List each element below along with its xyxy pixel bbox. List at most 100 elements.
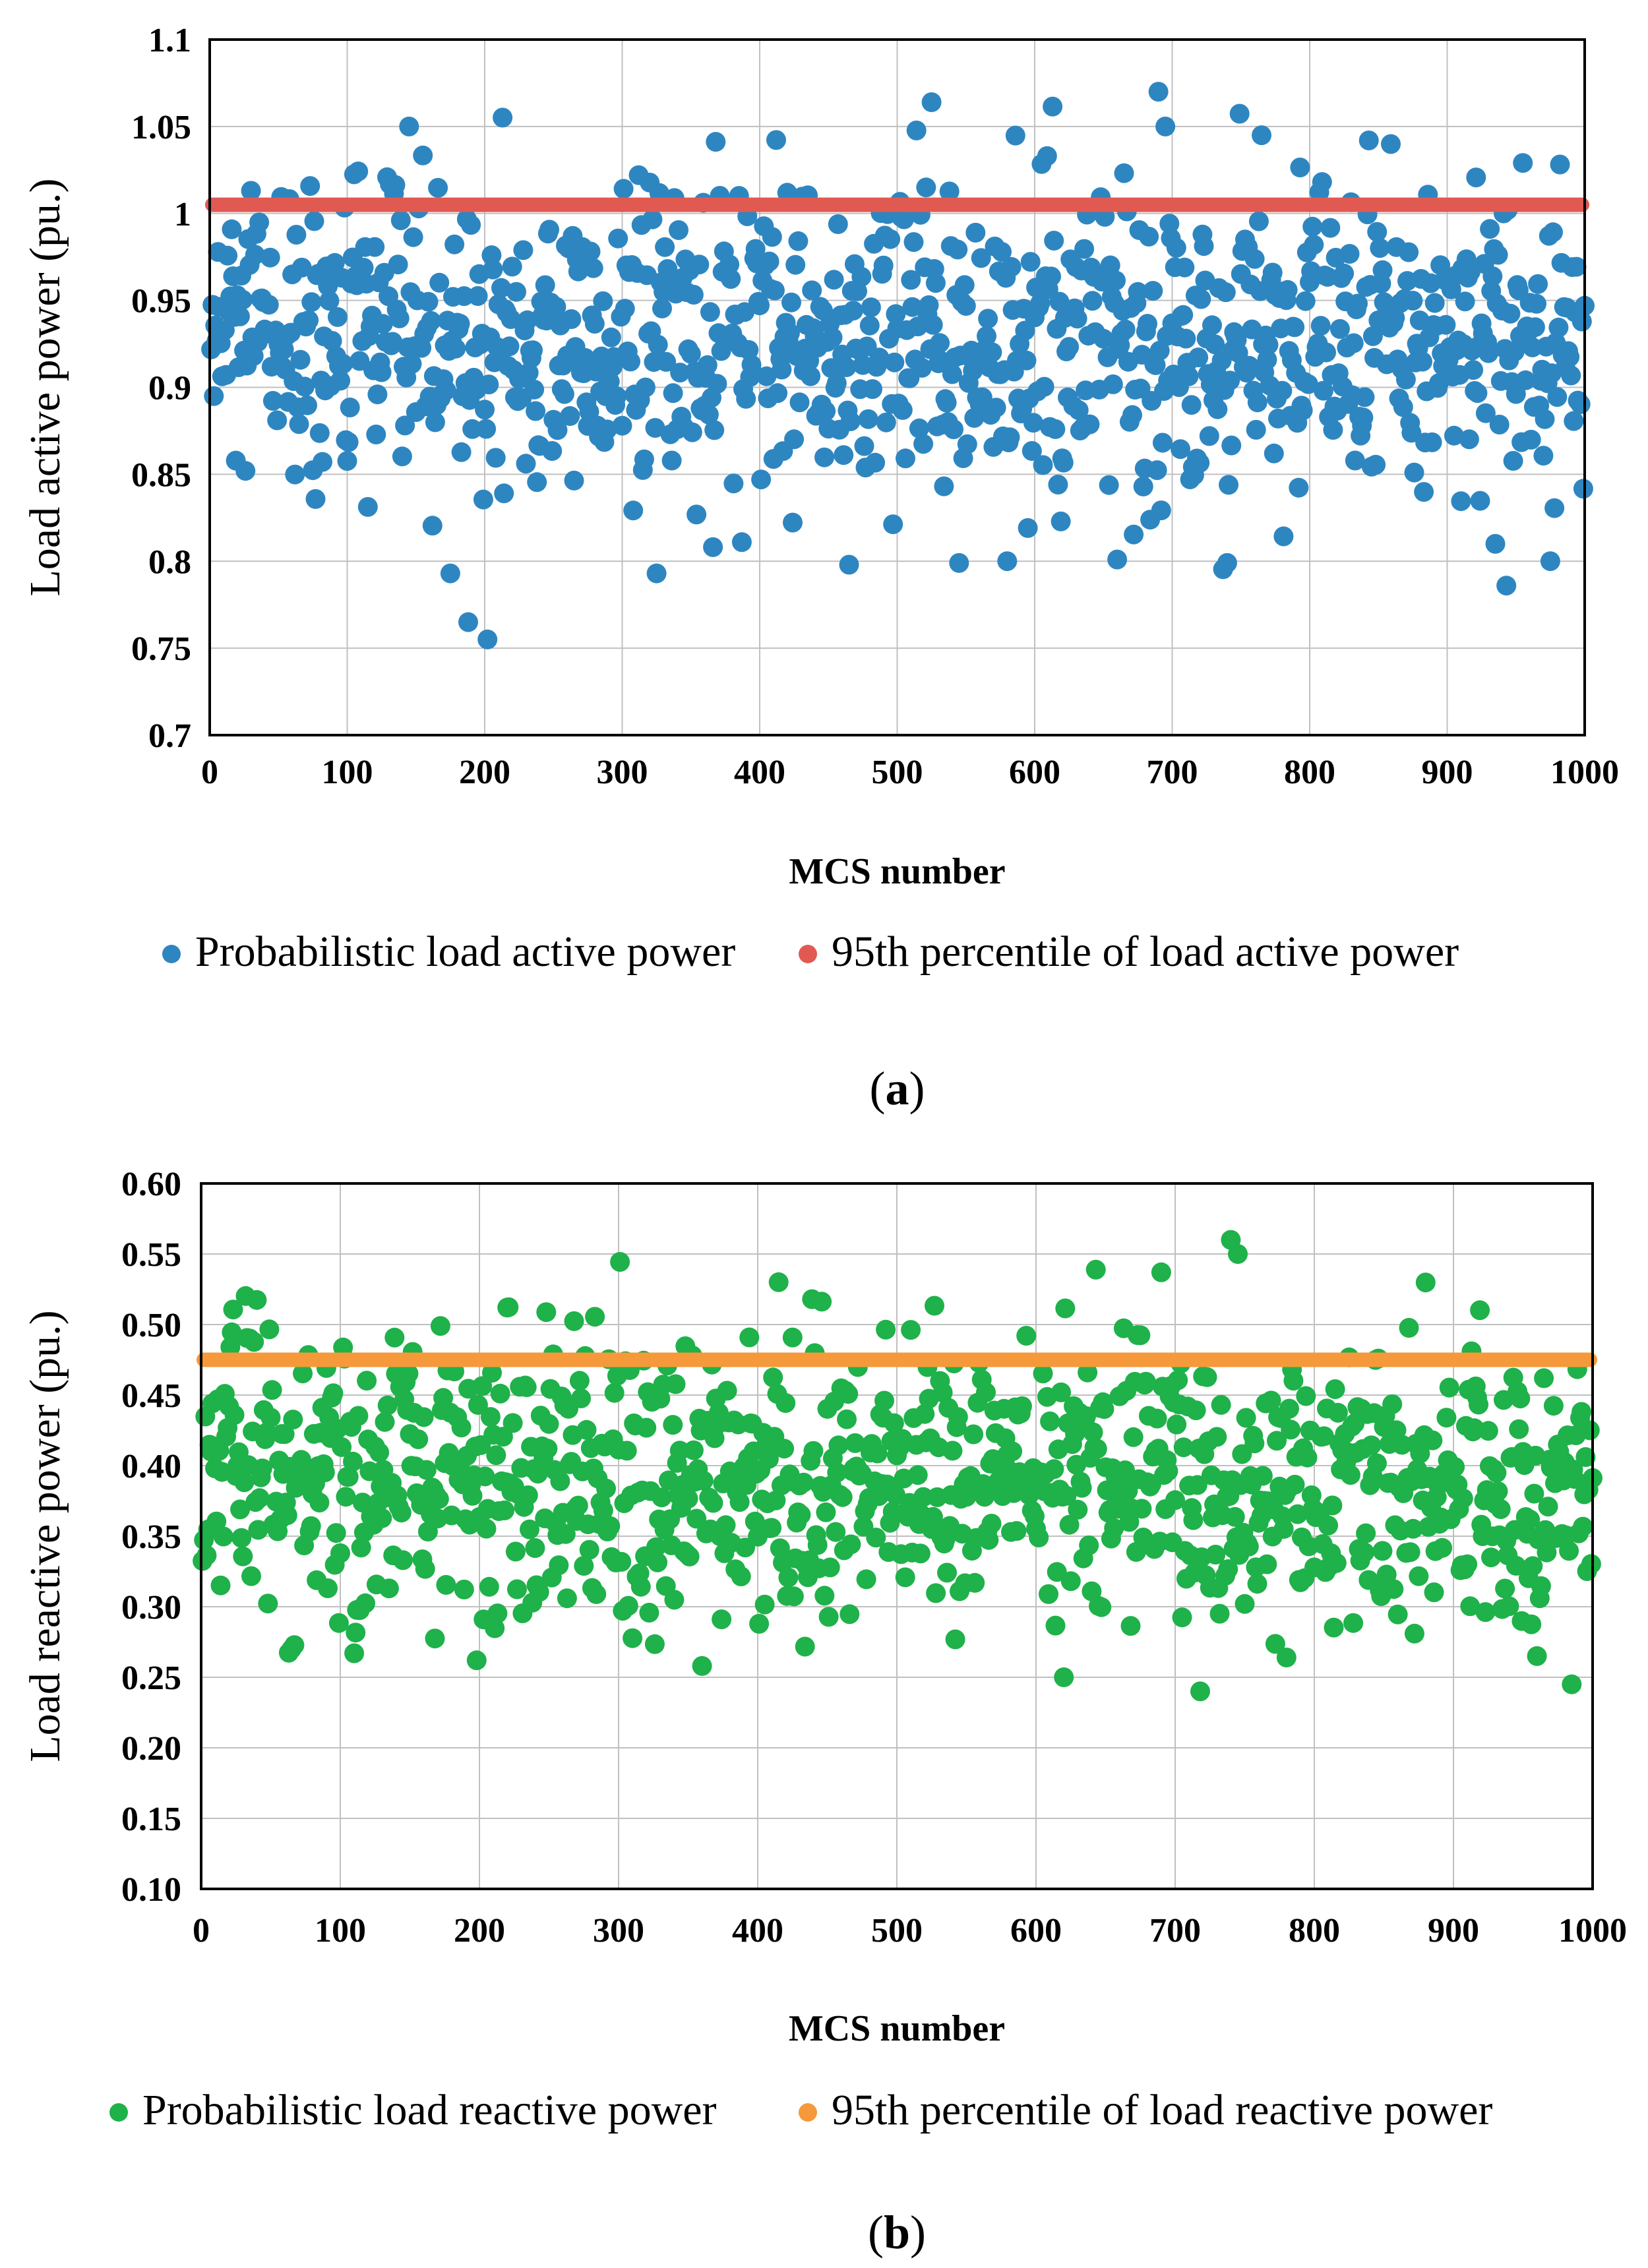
- data-point: [1340, 1465, 1360, 1485]
- data-point: [506, 282, 526, 302]
- data-point: [956, 296, 976, 316]
- data-point: [884, 352, 905, 373]
- data-point: [1207, 1427, 1227, 1447]
- data-point: [902, 297, 923, 317]
- data-point: [1404, 462, 1424, 483]
- data-point: [260, 1408, 281, 1428]
- data-point: [218, 245, 238, 266]
- y-tick-label: 0.15: [121, 1801, 181, 1838]
- plot-frame: [200, 1182, 1594, 1890]
- data-point: [371, 362, 392, 382]
- data-point: [576, 1419, 597, 1440]
- data-point: [388, 254, 408, 275]
- data-point: [739, 340, 759, 360]
- data-point: [235, 461, 256, 481]
- data-point: [1273, 526, 1294, 547]
- data-point: [693, 1470, 714, 1491]
- data-point: [518, 363, 539, 383]
- data-point: [1239, 355, 1260, 376]
- data-point: [1059, 1514, 1080, 1535]
- data-point: [1538, 1497, 1558, 1517]
- data-point: [856, 1569, 876, 1590]
- data-point: [1560, 347, 1580, 367]
- data-point: [1410, 1443, 1430, 1464]
- data-point: [882, 1501, 903, 1522]
- data-point: [930, 333, 950, 353]
- data-point: [1054, 1667, 1074, 1687]
- data-point: [1548, 317, 1569, 338]
- data-point: [687, 504, 707, 525]
- x-axis-ticks: 0 100 200 300 400 500 600 700 800 900 1000: [201, 754, 1619, 791]
- data-point: [652, 1487, 672, 1508]
- data-point: [332, 1437, 352, 1457]
- data-point: [886, 304, 906, 324]
- data-point: [518, 1485, 538, 1505]
- data-point: [1060, 1571, 1081, 1592]
- x-tick-label: 0: [201, 754, 218, 791]
- data-point: [1215, 282, 1236, 303]
- data-point: [1209, 1603, 1230, 1624]
- data-point: [1053, 452, 1074, 473]
- data-point: [1047, 1562, 1067, 1582]
- x-axis-ticks: 0 100 200 300 400 500 600 700 800 900 1000: [193, 1912, 1627, 1950]
- data-point: [330, 371, 351, 391]
- y-tick-label: 0.8: [148, 543, 191, 581]
- data-point: [782, 1327, 803, 1348]
- data-point: [1029, 1528, 1049, 1547]
- data-point: [1094, 1399, 1114, 1419]
- data-point: [479, 1576, 499, 1597]
- data-point: [1453, 1488, 1473, 1508]
- chart-panel-b: 0.10 0.15 0.20 0.25 0.30 0.35 0.40 0.45 0.50 0.55…: [21, 1166, 1627, 2259]
- data-point: [655, 237, 675, 257]
- data-point: [1326, 1553, 1347, 1573]
- data-point: [222, 219, 242, 239]
- data-point: [516, 1377, 537, 1397]
- data-point: [1114, 163, 1134, 183]
- x-tick-label: 500: [871, 1912, 923, 1950]
- data-point: [1186, 1400, 1206, 1421]
- data-point: [1228, 1244, 1248, 1264]
- data-point: [301, 1516, 321, 1536]
- data-point: [392, 446, 412, 467]
- data-point: [1547, 387, 1568, 407]
- y-tick-label: 0.95: [131, 283, 191, 320]
- data-point: [493, 107, 513, 128]
- data-point: [648, 1552, 668, 1572]
- y-axis-ticks: 0.10 0.15 0.20 0.25 0.30 0.35 0.40 0.45 0.50 0.55…: [121, 1166, 181, 1909]
- data-point: [1124, 524, 1144, 545]
- data-point: [571, 1388, 591, 1408]
- data-point: [231, 1528, 252, 1548]
- data-point: [801, 366, 821, 386]
- data-point: [1537, 1542, 1557, 1563]
- data-point: [663, 383, 683, 403]
- data-point: [355, 1593, 375, 1613]
- data-point: [309, 423, 330, 443]
- x-tick-label: 700: [1147, 754, 1198, 791]
- data-point: [837, 1409, 857, 1429]
- data-point: [736, 388, 756, 409]
- data-point: [1527, 293, 1546, 314]
- data-point: [574, 1556, 594, 1576]
- data-point: [213, 1526, 233, 1547]
- data-point: [785, 254, 806, 275]
- data-point: [1115, 319, 1136, 340]
- data-point: [1561, 365, 1581, 386]
- data-point: [391, 1503, 412, 1523]
- data-point: [1562, 1674, 1582, 1694]
- data-point: [413, 145, 433, 165]
- data-point: [444, 234, 465, 254]
- data-point: [580, 241, 601, 262]
- data-point: [267, 410, 288, 431]
- data-point: [812, 1292, 832, 1312]
- data-point: [1343, 1613, 1364, 1633]
- legend-label: 95th percentile of load reactive power: [832, 2086, 1492, 2134]
- data-point: [596, 1478, 616, 1499]
- data-point: [229, 306, 250, 326]
- data-point: [1414, 482, 1434, 502]
- data-point: [901, 270, 921, 290]
- data-point: [936, 392, 957, 413]
- data-point: [1575, 1447, 1596, 1467]
- data-point: [1535, 409, 1555, 429]
- data-point: [712, 1609, 732, 1630]
- data-point: [858, 409, 878, 429]
